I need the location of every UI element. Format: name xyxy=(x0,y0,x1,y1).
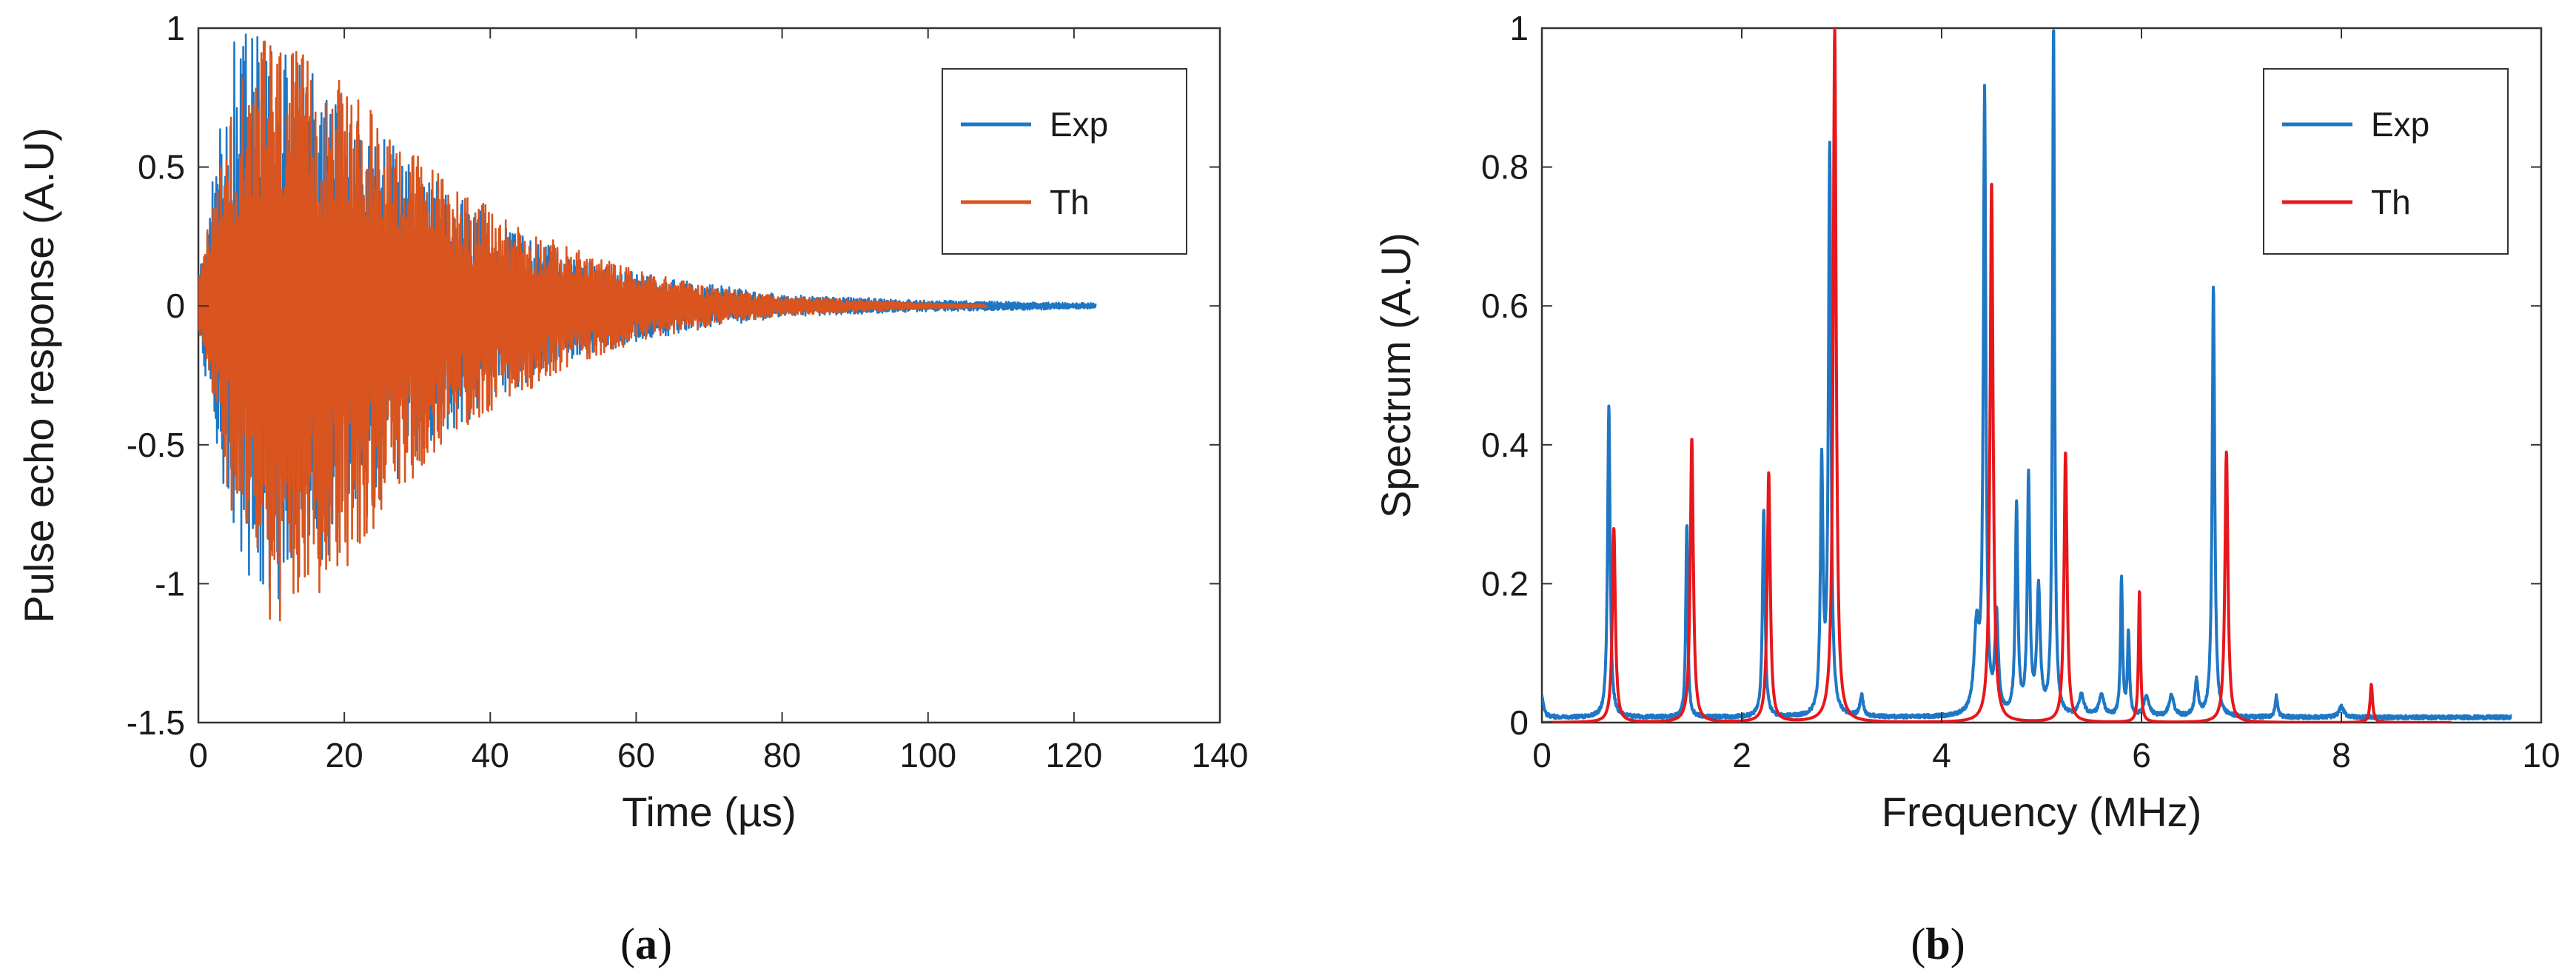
x-tick-label: 20 xyxy=(326,736,363,774)
x-tick-label: 60 xyxy=(617,736,655,774)
x-tick-label: 40 xyxy=(472,736,509,774)
legend: Exp Th xyxy=(2263,68,2509,255)
y-tick-label: -1 xyxy=(155,564,185,603)
x-tick-label: 2 xyxy=(1732,736,1751,774)
series-line-th xyxy=(198,40,987,622)
y-tick-label: -0.5 xyxy=(127,426,185,464)
series-group xyxy=(1542,28,2513,723)
x-tick-label: 10 xyxy=(2522,736,2560,774)
x-tick-label: 6 xyxy=(2132,736,2151,774)
x-axis-label: Frequency (MHz) xyxy=(1882,788,2202,835)
series-line-th xyxy=(1542,28,2453,723)
panel-caption: (b) xyxy=(1911,920,1965,968)
x-tick-label: 0 xyxy=(189,736,208,774)
y-tick-label: 1 xyxy=(166,9,185,47)
y-tick-label: 0.6 xyxy=(1481,287,1529,325)
panel-caption: (a) xyxy=(620,920,672,968)
x-tick-label: 120 xyxy=(1045,736,1102,774)
legend-label-exp: Exp xyxy=(2371,105,2429,144)
y-tick-label: 0.8 xyxy=(1481,148,1529,187)
x-tick-label: 0 xyxy=(1532,736,1552,774)
x-tick-label: 100 xyxy=(899,736,956,774)
series-group xyxy=(198,33,1097,622)
x-tick-label: 8 xyxy=(2332,736,2351,774)
legend-box xyxy=(942,68,1187,255)
legend-label-th: Th xyxy=(2371,183,2411,221)
y-tick-label: 0.2 xyxy=(1481,564,1529,603)
y-tick-label: -1.5 xyxy=(127,703,185,742)
y-tick-label: 1 xyxy=(1509,9,1529,47)
legend-label-exp: Exp xyxy=(1050,105,1108,144)
panel-caption-letter: a xyxy=(635,920,657,968)
panel-a-chart: 0 20 40 60 80 100 120 140 -1.5 -1 -0.5 0 0.5 1 Time (µ… xyxy=(16,9,1248,968)
y-tick-label: 0 xyxy=(166,287,185,325)
x-tick-label: 140 xyxy=(1192,736,1249,774)
y-tick-label: 0 xyxy=(1509,703,1529,742)
y-tick-label: 0.4 xyxy=(1481,426,1529,464)
y-tick-label: 0.5 xyxy=(138,148,185,187)
x-tick-label: 4 xyxy=(1932,736,1951,774)
panel-caption-letter: b xyxy=(1925,920,1950,968)
legend-label-th: Th xyxy=(1050,183,1090,221)
panel-b-chart: 0 2 4 6 8 10 0 0.2 0.4 0.6 0.8 1 Frequency (MHz) Spec… xyxy=(1372,9,2560,968)
y-axis-label: Pulse echo response (A.U) xyxy=(16,127,62,623)
y-axis-label: Spectrum (A.U) xyxy=(1372,232,1419,518)
x-axis-label: Time (µs) xyxy=(622,788,796,835)
x-tick-label: 80 xyxy=(763,736,801,774)
legend-box xyxy=(2263,68,2509,255)
legend: Exp Th xyxy=(942,68,1187,255)
